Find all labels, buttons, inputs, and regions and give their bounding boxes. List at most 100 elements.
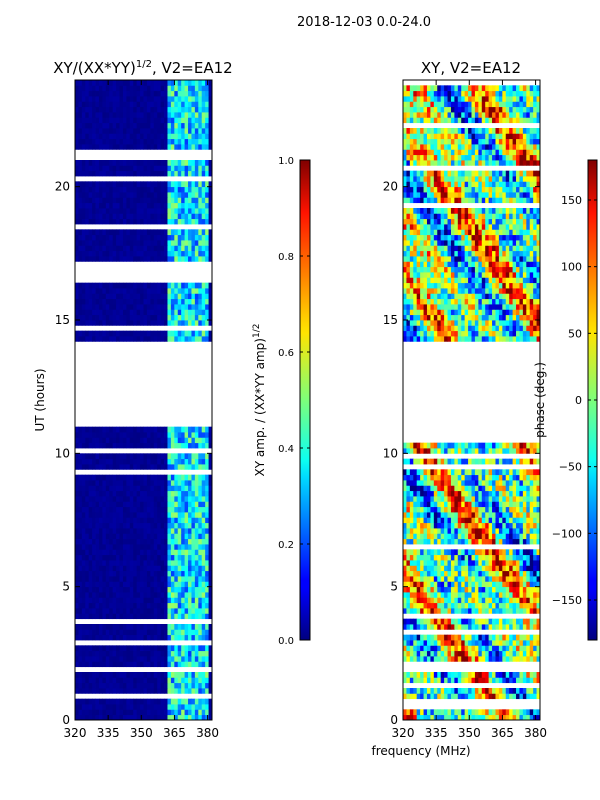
heatmap-cell xyxy=(102,554,107,561)
heatmap-cell xyxy=(85,549,90,556)
heatmap-cell xyxy=(140,698,144,705)
heatmap-cell xyxy=(167,85,172,92)
heatmap-cell xyxy=(447,560,452,566)
heatmap-cell xyxy=(143,464,148,470)
amplitude-panel-title: XY/(XX*YY)1/2, V2=EA12 xyxy=(53,59,232,77)
heatmap-cell xyxy=(119,602,124,609)
heatmap-cell xyxy=(116,544,120,550)
heatmap-cell xyxy=(157,496,162,502)
heatmap-cell xyxy=(78,560,83,566)
heatmap-cell xyxy=(194,314,199,321)
heatmap-cell xyxy=(116,160,120,166)
heatmap-cell xyxy=(526,554,531,561)
heatmap-cell xyxy=(191,714,196,720)
heatmap-cell xyxy=(136,256,141,262)
heatmap-cell xyxy=(92,565,96,572)
heatmap-cell xyxy=(112,677,117,684)
heatmap-cell xyxy=(143,709,148,716)
heatmap-cell xyxy=(194,688,199,694)
heatmap-cell xyxy=(75,197,79,204)
heatmap-cell xyxy=(447,608,452,614)
heatmap-cell xyxy=(160,288,165,294)
heatmap-cell xyxy=(181,144,185,150)
heatmap-cell xyxy=(98,661,103,668)
heatmap-cell xyxy=(409,506,414,513)
heatmap-cell xyxy=(519,501,524,508)
heatmap-cell xyxy=(75,688,79,694)
heatmap-cell xyxy=(423,714,428,720)
heatmap-cell xyxy=(150,586,155,593)
heatmap-cell xyxy=(105,90,110,97)
heatmap-cell xyxy=(92,213,96,220)
heatmap-cell xyxy=(167,218,172,225)
heatmap-cell xyxy=(146,661,151,668)
heatmap-cell xyxy=(75,592,79,598)
heatmap-cell xyxy=(140,677,144,684)
heatmap-cell xyxy=(509,506,513,513)
heatmap-cell xyxy=(133,112,138,118)
heatmap-cell xyxy=(98,517,103,524)
heatmap-cell xyxy=(409,709,414,716)
heatmap-cell xyxy=(471,672,476,678)
heatmap-cell xyxy=(164,330,168,337)
heatmap-cell xyxy=(167,698,172,705)
heatmap-cell xyxy=(102,128,107,134)
heatmap-cell xyxy=(109,538,114,545)
heatmap-cell xyxy=(191,538,196,545)
heatmap-cell xyxy=(157,122,162,129)
heatmap-cell xyxy=(78,218,83,225)
heatmap-cell xyxy=(478,602,483,609)
heatmap-cell xyxy=(81,453,86,460)
heatmap-cell xyxy=(533,549,537,556)
heatmap-cell xyxy=(167,330,172,337)
heatmap-cell xyxy=(119,480,124,486)
heatmap-cell xyxy=(488,565,493,572)
heatmap-cell xyxy=(157,192,162,198)
heatmap-cell xyxy=(122,576,127,582)
heatmap-cell xyxy=(116,645,120,652)
heatmap-cell xyxy=(102,288,107,294)
heatmap-cell xyxy=(174,512,179,518)
heatmap-cell xyxy=(181,112,185,118)
heatmap-cell xyxy=(437,709,442,716)
heatmap-cell xyxy=(188,426,192,433)
heatmap-cell xyxy=(208,186,212,193)
heatmap-cell xyxy=(102,682,107,689)
heatmap-cell xyxy=(98,165,103,172)
heatmap-cell xyxy=(88,560,93,566)
heatmap-cell xyxy=(112,117,117,124)
heatmap-cell xyxy=(409,650,414,657)
heatmap-cell xyxy=(140,629,144,636)
heatmap-cell xyxy=(181,186,185,193)
heatmap-cell xyxy=(164,704,168,710)
heatmap-cell xyxy=(88,165,93,172)
heatmap-cell xyxy=(85,186,90,193)
heatmap-cell xyxy=(136,144,141,150)
heatmap-cell xyxy=(512,672,517,678)
heatmap-cell xyxy=(112,453,117,460)
heatmap-cell xyxy=(136,565,141,572)
heatmap-cell xyxy=(181,602,185,609)
heatmap-cell xyxy=(112,90,117,97)
heatmap-cell xyxy=(191,192,196,198)
heatmap-cell xyxy=(188,442,192,449)
heatmap-cell xyxy=(81,586,86,593)
heatmap-cell xyxy=(98,485,103,492)
heatmap-cell xyxy=(447,672,452,678)
heatmap-cell xyxy=(143,581,148,588)
heatmap-cell xyxy=(85,645,90,652)
heatmap-cell xyxy=(109,544,114,550)
heatmap-cell xyxy=(403,581,407,588)
heatmap-cell xyxy=(194,106,199,113)
heatmap-cell xyxy=(136,501,141,508)
heatmap-cell xyxy=(433,538,438,545)
heatmap-cell xyxy=(423,618,428,625)
heatmap-cell xyxy=(505,693,510,700)
heatmap-cell xyxy=(488,645,493,652)
heatmap-cell xyxy=(109,250,114,257)
heatmap-cell xyxy=(198,629,203,636)
heatmap-cell xyxy=(485,672,490,678)
heatmap-cell xyxy=(170,117,175,124)
heatmap-cell xyxy=(205,650,209,657)
heatmap-cell xyxy=(433,688,438,694)
